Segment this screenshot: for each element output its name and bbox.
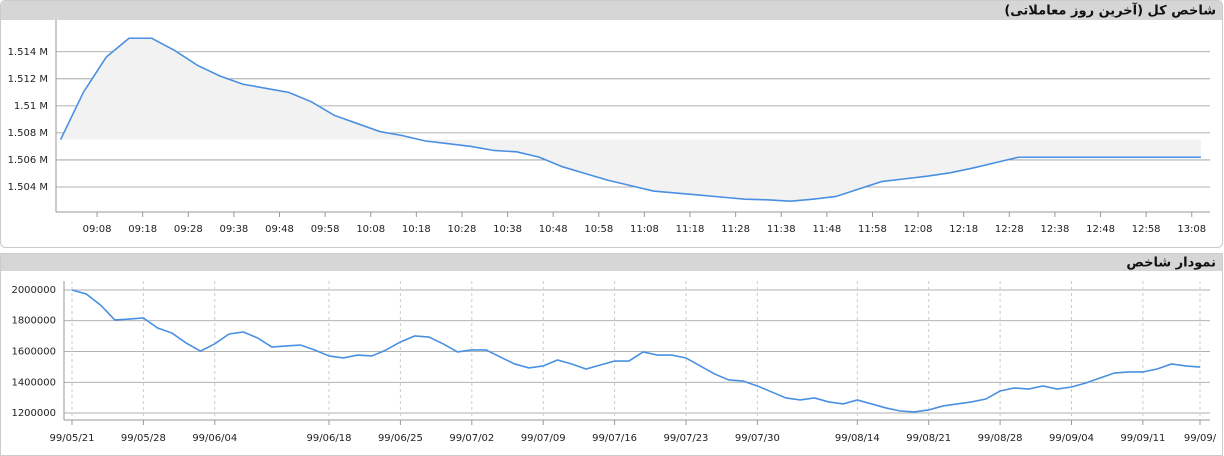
line	[59, 37, 1201, 202]
x-tick-label: 99/05/21	[50, 433, 95, 444]
x-tick-label: 12:58	[1132, 224, 1161, 235]
x-tick-label: 09:08	[83, 224, 112, 235]
x-tick-label: 10:58	[584, 224, 613, 235]
x-tick-label: 11:28	[721, 224, 750, 235]
panel-title: نمودار شاخص	[1126, 256, 1216, 271]
x-tick-label: 10:28	[448, 224, 477, 235]
x-tick-label: 99/06/04	[192, 433, 237, 444]
x-tick-label: 99/06/18	[307, 433, 352, 444]
x-tick-label: 99/07/30	[735, 433, 780, 444]
x-tick-label: 12:38	[1041, 224, 1070, 235]
x-tick-label: 99/09/11	[1120, 433, 1165, 444]
x-tick-label: 99/09/04	[1049, 433, 1094, 444]
y-tick-label: 1400000	[11, 377, 56, 388]
y-tick-label: 1.508 M	[8, 128, 48, 139]
panel-header	[1, 254, 1222, 271]
x-tick-label: 11:38	[767, 224, 796, 235]
y-tick-label: 1200000	[11, 408, 56, 419]
x-tick-label: 09:48	[265, 224, 294, 235]
x-tick-label: 99/08/21	[906, 433, 951, 444]
y-tick-label: 1.51 M	[14, 101, 48, 112]
x-tick-label: 09:28	[174, 224, 203, 235]
x-tick-label: 99/09/	[1184, 433, 1217, 444]
x-tick-label: 11:48	[812, 224, 841, 235]
area-fill	[60, 38, 1201, 202]
x-tick-label: 99/08/14	[835, 433, 880, 444]
x-tick-label: 11:08	[630, 224, 659, 235]
x-tick-label: 13:08	[1177, 224, 1206, 235]
x-tick-label: 99/05/28	[121, 433, 166, 444]
x-tick-label: 12:08	[904, 224, 933, 235]
x-tick-label: 99/06/25	[378, 433, 423, 444]
x-tick-label: 12:28	[995, 224, 1024, 235]
x-tick-label: 99/08/28	[978, 433, 1023, 444]
y-tick-label: 1600000	[11, 346, 56, 357]
x-tick-label: 99/07/16	[592, 433, 637, 444]
x-tick-label: 09:38	[219, 224, 248, 235]
x-tick-label: 11:58	[858, 224, 887, 235]
panel	[0, 0, 1223, 248]
x-tick-label: 10:18	[402, 224, 431, 235]
y-tick-label: 1.506 M	[8, 155, 48, 166]
x-tick-label: 09:58	[311, 224, 340, 235]
panel-title: شاخص کل (آخرین روز معاملاتی)	[1004, 2, 1216, 19]
y-tick-label: 1800000	[11, 316, 56, 327]
line	[71, 289, 1201, 413]
panel	[0, 253, 1223, 456]
y-tick-label: 1.514 M	[8, 47, 48, 58]
y-tick-label: 2000000	[11, 285, 56, 296]
x-tick-label: 99/07/02	[449, 433, 494, 444]
x-tick-label: 10:38	[493, 224, 522, 235]
x-tick-label: 12:18	[949, 224, 978, 235]
panel-header	[1, 1, 1222, 20]
y-tick-label: 1.504 M	[8, 182, 48, 193]
x-tick-label: 99/07/23	[664, 433, 709, 444]
x-tick-label: 12:48	[1086, 224, 1115, 235]
x-tick-label: 10:48	[539, 224, 568, 235]
x-tick-label: 99/07/09	[521, 433, 566, 444]
x-tick-label: 10:08	[356, 224, 385, 235]
x-tick-label: 11:18	[676, 224, 705, 235]
x-tick-label: 09:18	[128, 224, 157, 235]
y-tick-label: 1.512 M	[8, 74, 48, 85]
